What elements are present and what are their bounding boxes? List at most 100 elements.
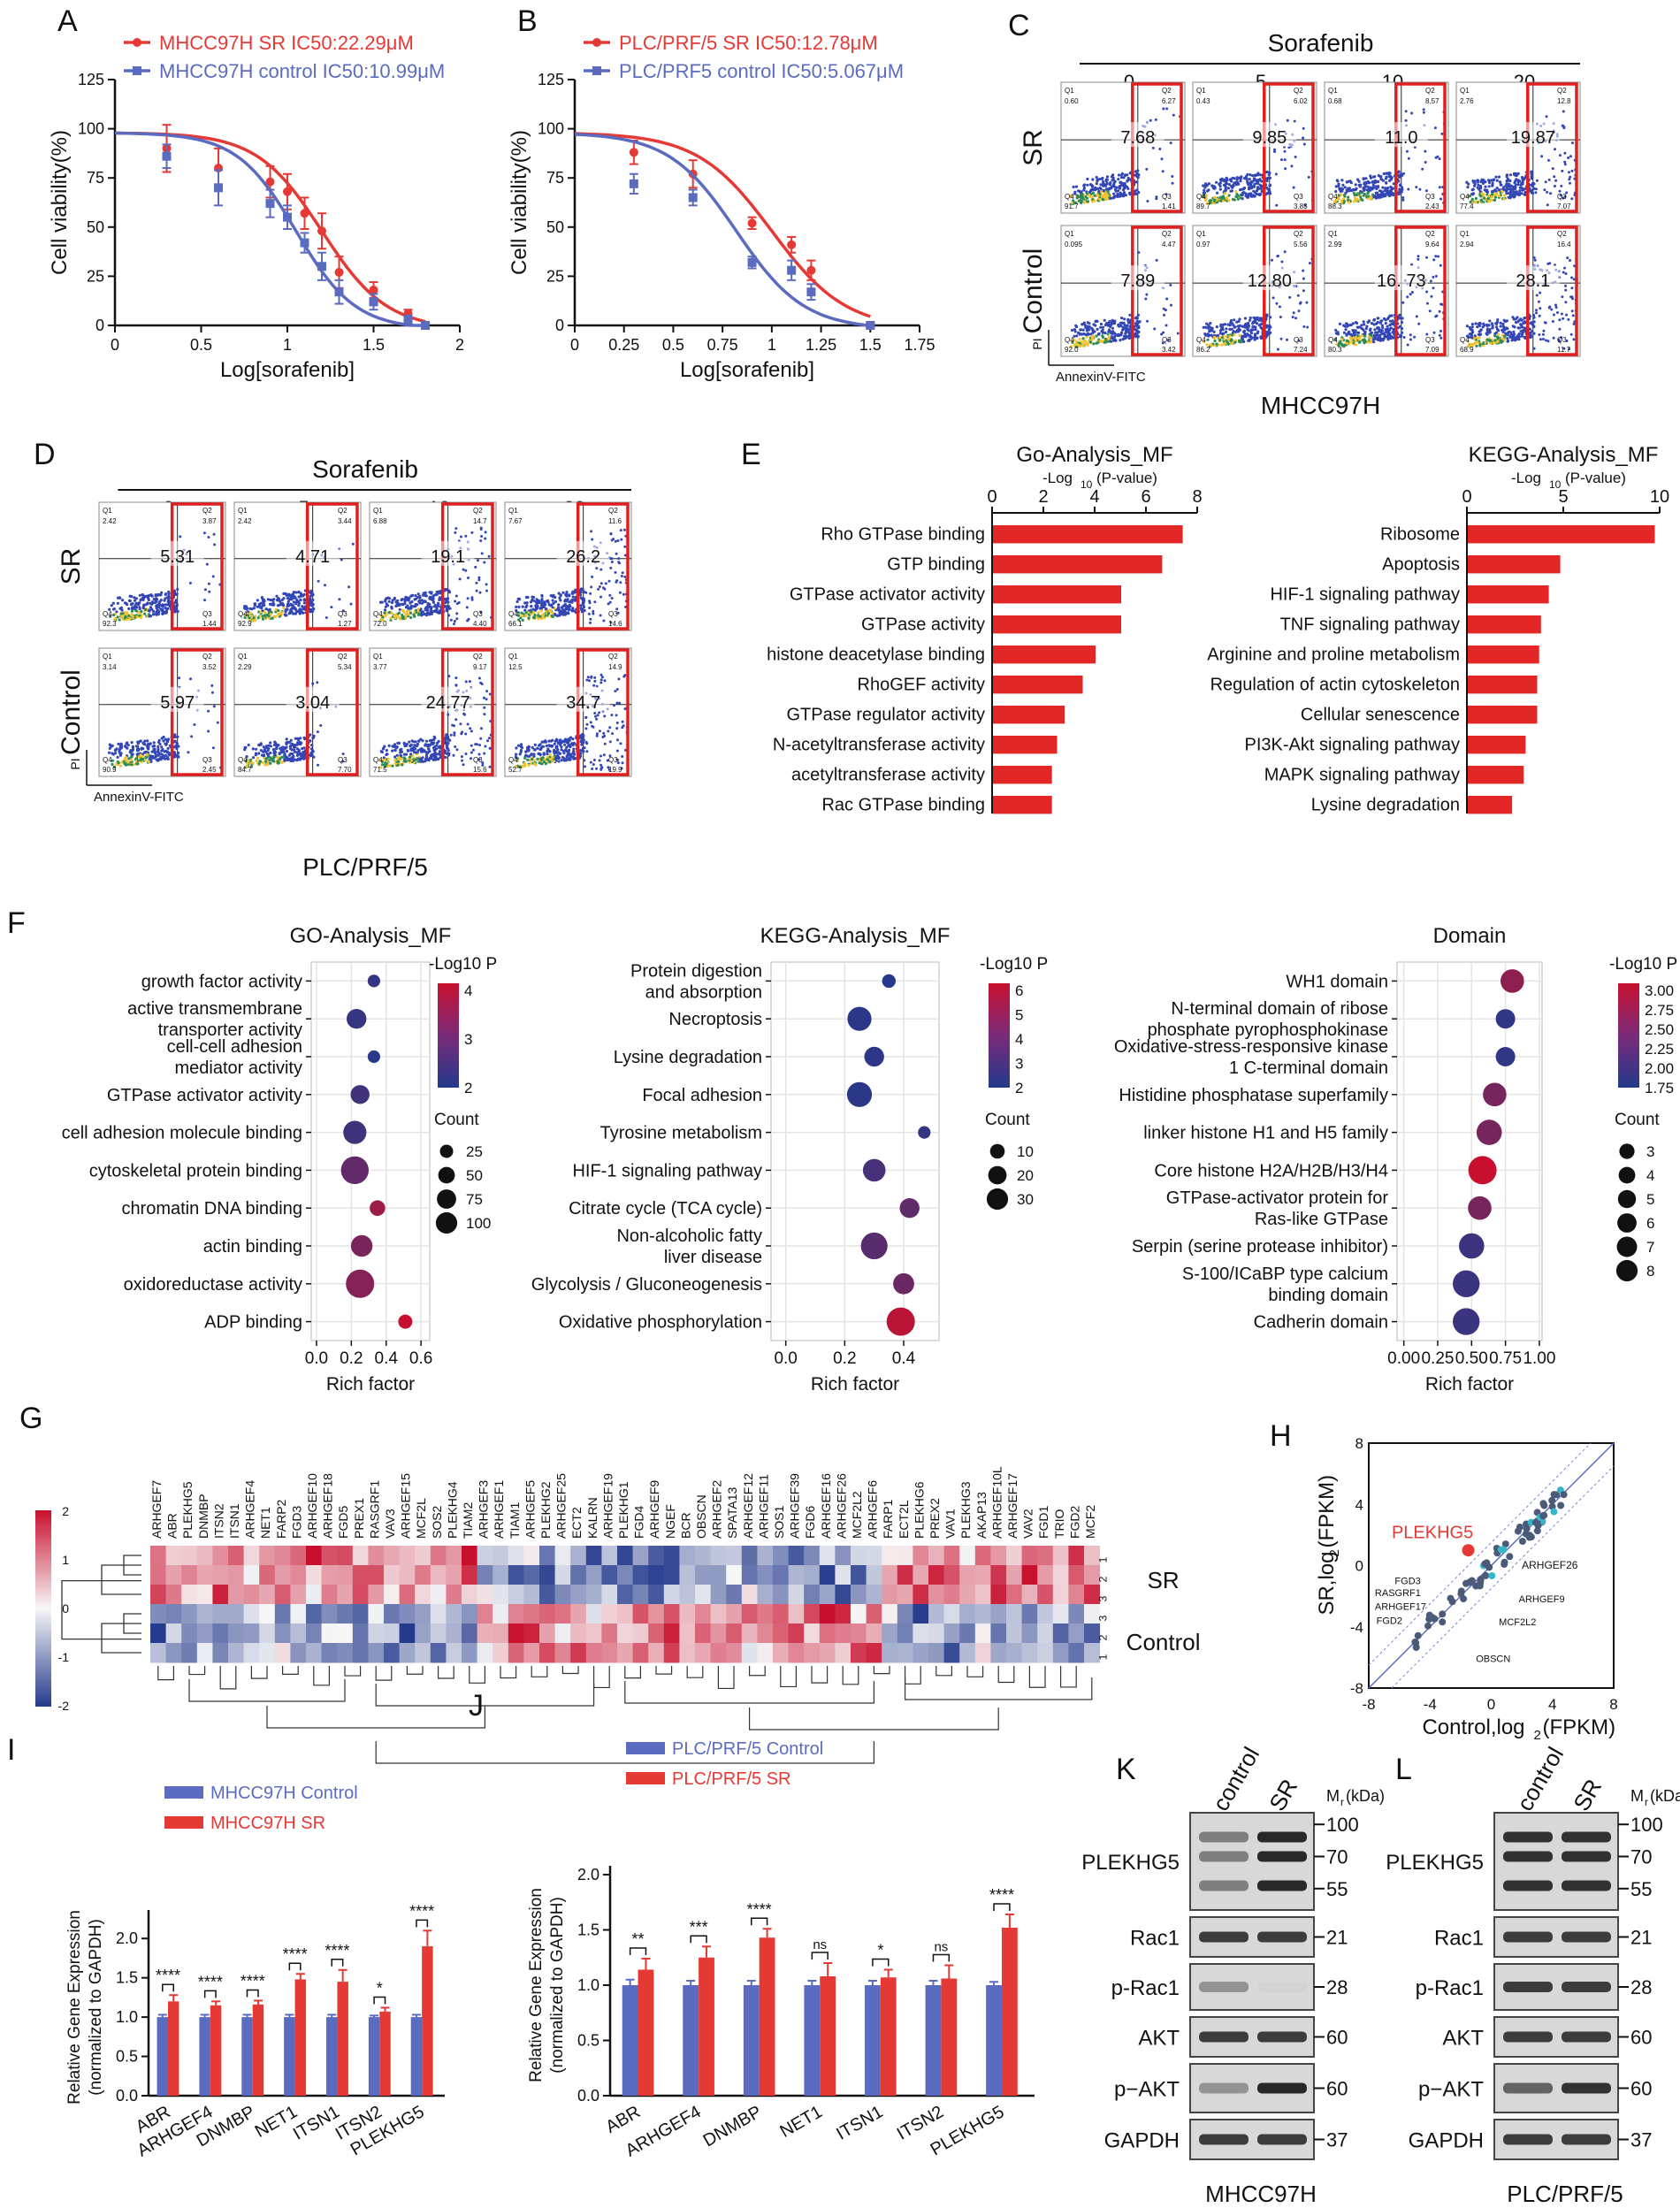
q-value: 14.6: [608, 620, 622, 628]
flow-dot: [554, 600, 558, 604]
flow-dot: [1493, 339, 1497, 342]
flow-dot: [157, 740, 161, 744]
flow-dot: [282, 747, 286, 751]
flow-dot: [257, 605, 261, 608]
flow-dot: [1440, 302, 1444, 306]
flow-dot: [1514, 321, 1518, 325]
flow-dot: [174, 754, 178, 758]
flow-dot: [487, 554, 491, 558]
flow-dot: [1103, 183, 1107, 187]
flow-dot: [1560, 312, 1563, 316]
flow-dot: [1260, 180, 1264, 183]
flow-dot: [1335, 332, 1339, 335]
flow-dot: [146, 739, 149, 743]
flow-dot: [1426, 302, 1429, 305]
flow-dot: [1224, 188, 1227, 192]
flow-dot: [1305, 301, 1309, 304]
flow-dot: [1215, 325, 1218, 329]
flow-dot: [249, 614, 254, 618]
flow-dot: [263, 611, 267, 615]
flow-dot: [298, 607, 302, 611]
flow-dot: [1516, 172, 1519, 176]
flow-dot: [408, 740, 411, 744]
flow-dot: [1085, 335, 1088, 339]
flow-dot: [1161, 170, 1165, 173]
flow-dot: [140, 746, 143, 750]
flow-dot: [1242, 329, 1247, 332]
flow-dot: [1562, 110, 1565, 113]
flow-dot: [261, 617, 264, 621]
flow-dot: [1267, 190, 1271, 194]
flow-dot: [1226, 340, 1229, 344]
flow-dot: [1398, 335, 1402, 339]
flow-dot: [1097, 189, 1101, 193]
flow-dot: [1125, 325, 1128, 328]
flow-dot: [286, 607, 289, 611]
flow-dot: [288, 745, 292, 748]
flow-dot: [1169, 141, 1172, 145]
flow-dot: [1086, 196, 1089, 200]
flow-dot: [1259, 317, 1263, 321]
flow-dot: [1296, 294, 1300, 297]
flow-dot: [1165, 107, 1169, 111]
flow-dot: [131, 607, 134, 611]
flow-dot: [424, 608, 428, 612]
flow-dot: [1569, 155, 1572, 158]
flow-dot: [309, 739, 312, 743]
flow-dot: [399, 751, 402, 754]
flow-dot: [1348, 330, 1351, 333]
flow-dot: [599, 614, 602, 617]
flow-dot: [546, 612, 551, 615]
flow-dot: [465, 606, 469, 609]
cell-line-label: MHCC97H: [1261, 392, 1380, 419]
x-tick-label: 0.75: [707, 336, 738, 354]
x-tick-label: 1.75: [904, 336, 935, 354]
flow-dot: [1548, 262, 1552, 265]
flow-dot: [470, 744, 473, 747]
flow-dot: [1513, 337, 1516, 340]
flow-dot: [1238, 324, 1242, 327]
flow-dot: [263, 614, 266, 617]
q-value: 3.44: [338, 517, 352, 525]
flow-dot: [1119, 331, 1123, 334]
flow-dot: [136, 762, 140, 766]
flow-dot: [1212, 330, 1216, 333]
flow-dot: [1570, 141, 1574, 145]
flow-dot: [1366, 180, 1370, 183]
flow-dot: [1493, 198, 1496, 202]
y-tick-label: 25: [87, 267, 104, 285]
flow-dot: [1501, 186, 1506, 189]
flow-dot: [464, 534, 468, 538]
flow-dot: [1106, 194, 1110, 197]
q-value: 2.42: [103, 517, 117, 525]
flow-dot: [1100, 330, 1103, 333]
flow-dot: [1561, 295, 1564, 299]
flow-dot: [139, 615, 142, 620]
flow-dot: [1373, 175, 1377, 179]
flow-dot: [1218, 187, 1222, 191]
flow-dot: [617, 561, 621, 564]
apoptosis-frame: [1131, 82, 1183, 213]
flow-dot: [1083, 200, 1087, 203]
flow-dot: [1227, 338, 1231, 341]
flow-dot: [381, 747, 385, 751]
flow-dot: [1505, 187, 1508, 190]
flow-dot: [532, 615, 536, 620]
flow-dot: [164, 749, 168, 753]
flow-dot: [1535, 311, 1538, 315]
flow-dot: [396, 763, 400, 767]
flow-dot: [293, 758, 296, 761]
flow-dot: [1111, 179, 1116, 182]
flow-dot: [1146, 200, 1149, 202]
flow-dot: [550, 614, 554, 618]
flow-dot: [1145, 293, 1149, 296]
flow-dot: [551, 599, 554, 602]
flow-dot: [1096, 178, 1100, 181]
flow-dot: [1392, 193, 1395, 196]
flow-dot: [301, 594, 304, 598]
flow-dot: [1111, 336, 1114, 340]
flow-dot: [570, 608, 575, 612]
flow-dot: [486, 739, 489, 743]
flow-dot: [398, 607, 401, 611]
flow-dot: [1108, 330, 1111, 333]
